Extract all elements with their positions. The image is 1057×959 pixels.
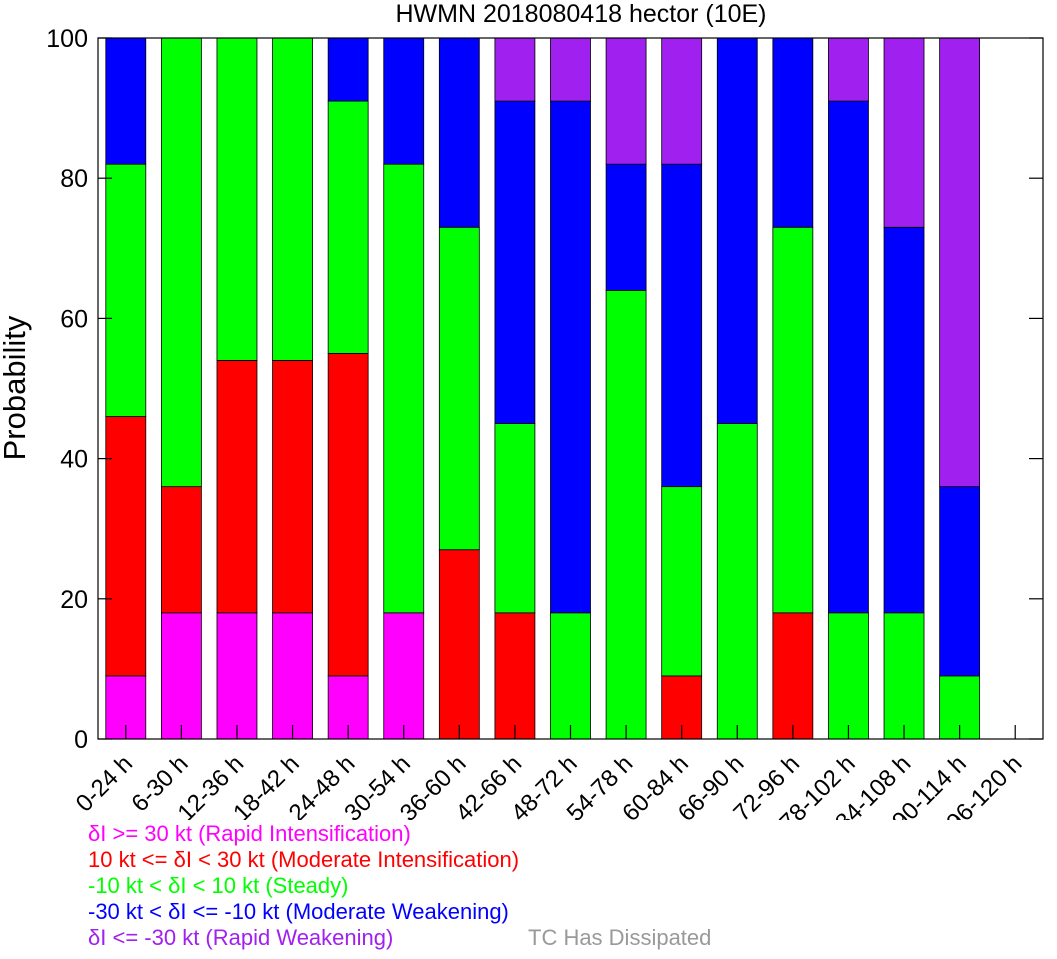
y-tick-label: 100 [46, 25, 88, 53]
bar-segment-3-6 [438, 37, 480, 228]
bar-segment-3-8 [550, 100, 591, 614]
bar-segment-3-9 [605, 163, 647, 291]
bar-segment-2-4 [327, 100, 369, 354]
bar-segment-1-3 [272, 360, 313, 614]
bar-segment-3-14 [883, 226, 925, 614]
bar-segment-4-9 [605, 37, 647, 165]
bar-segment-4-7 [494, 37, 536, 102]
legend-item-1: 10 kt <= δI < 30 kt (Moderate Intensific… [88, 847, 520, 872]
bar-segment-2-0 [105, 163, 147, 417]
bar-segment-2-1 [160, 37, 202, 488]
y-tick-label: 80 [60, 165, 88, 193]
bar-segment-2-6 [438, 226, 480, 551]
bar-segment-0-3 [272, 612, 313, 740]
bar-segment-2-7 [494, 423, 536, 614]
legend-item-2: -10 kt < δI < 10 kt (Steady) [88, 873, 349, 898]
bar-segment-1-7 [494, 612, 536, 740]
legend-item-0: δI >= 30 kt (Rapid Intensification) [88, 821, 411, 846]
bar-segment-2-14 [883, 612, 925, 740]
bar-segment-1-1 [160, 486, 202, 614]
bar-segment-4-13 [828, 37, 869, 102]
bar-segment-3-15 [939, 486, 981, 677]
bar-segment-4-15 [939, 37, 981, 488]
bar-segment-2-11 [716, 423, 758, 740]
bar-segment-2-2 [216, 37, 258, 361]
bar-segment-2-10 [661, 486, 703, 677]
x-tick-label: 0-24 h [71, 750, 138, 817]
bar-segment-4-10 [661, 37, 703, 165]
bar-segment-1-12 [772, 612, 814, 740]
bar-segment-0-5 [383, 612, 425, 740]
y-axis-label: Probability [0, 315, 32, 460]
chart-title: HWMN 2018080418 hector (10E) [395, 0, 766, 28]
bar-segment-3-0 [105, 37, 147, 165]
y-tick-label: 40 [60, 446, 88, 474]
bar-segment-4-8 [550, 37, 591, 102]
bar-segment-2-8 [550, 612, 591, 740]
y-tick-label: 60 [60, 305, 88, 333]
legend-item-4: δI <= -30 kt (Rapid Weakening) [88, 925, 394, 950]
bar-segment-0-1 [160, 612, 202, 740]
bar-segment-0-2 [216, 612, 258, 740]
bar-segment-1-2 [216, 360, 258, 614]
bar-segment-3-13 [828, 100, 869, 614]
bar-segment-3-11 [716, 37, 758, 424]
bars-layer [105, 37, 981, 740]
bar-segment-2-13 [828, 612, 869, 740]
bar-segment-3-12 [772, 37, 814, 228]
bar-segment-3-7 [494, 100, 536, 424]
probability-chart: HWMN 2018080418 hector (10E) Probability… [0, 0, 1044, 820]
bar-segment-1-0 [105, 416, 147, 677]
legend-item-3: -30 kt < δI <= -10 kt (Moderate Weakenin… [88, 899, 509, 924]
bar-segment-2-3 [272, 37, 313, 361]
y-tick-label: 20 [60, 586, 88, 614]
y-tick-label: 0 [74, 726, 88, 754]
bar-segment-1-4 [327, 353, 369, 677]
legend-item-5: TC Has Dissipated [528, 925, 712, 950]
bar-segment-2-12 [772, 226, 814, 614]
bar-segment-4-14 [883, 37, 925, 228]
bar-segment-1-6 [438, 549, 480, 740]
bar-segment-2-9 [605, 289, 647, 740]
bar-segment-3-4 [327, 37, 369, 102]
bar-segment-3-5 [383, 37, 425, 165]
bar-segment-3-10 [661, 163, 703, 488]
bar-segment-2-5 [383, 163, 425, 614]
